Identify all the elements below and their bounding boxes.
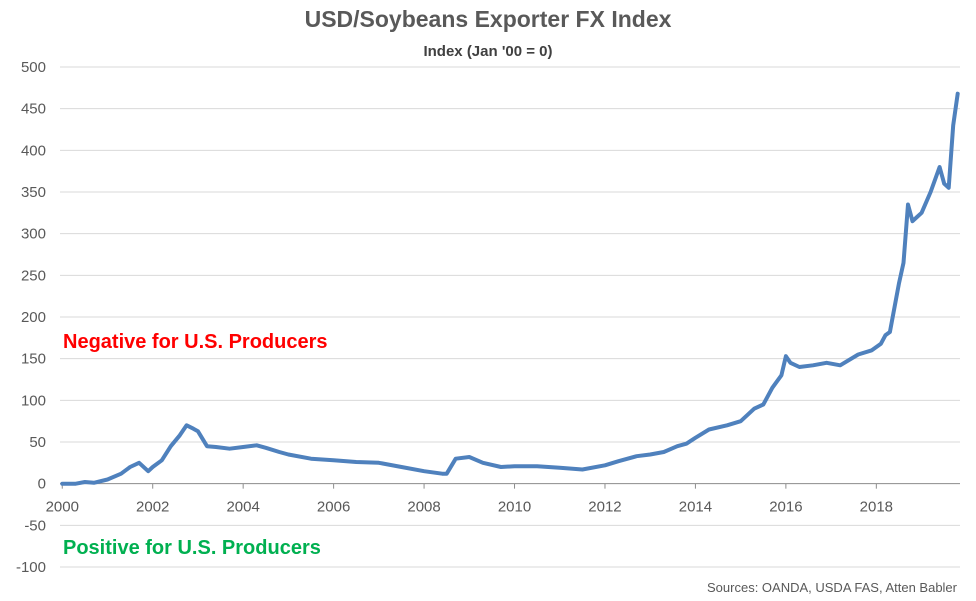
x-tick-label: 2000 <box>46 499 79 516</box>
y-tick-label: 250 <box>21 267 46 284</box>
x-tick-label: 2012 <box>588 499 621 516</box>
series-group <box>60 91 960 486</box>
annotation-positive: Positive for U.S. Producers <box>63 537 321 559</box>
y-tick-label: 400 <box>21 142 46 159</box>
y-tick-label: 450 <box>21 101 46 118</box>
chart-title: USD/Soybeans Exporter FX Index <box>304 6 672 32</box>
y-tick-label: 50 <box>29 434 46 451</box>
source-note: Sources: OANDA, USDA FAS, Atten Babler <box>707 580 958 595</box>
x-axis-ticks: 2000 2002 2004 2006 2008 2010 2012 2014 2016 2018 <box>46 483 893 516</box>
y-tick-label: 300 <box>21 226 46 243</box>
x-tick-label: 2002 <box>136 499 169 516</box>
series-line-0 <box>60 91 960 486</box>
x-tick-label: 2016 <box>769 499 802 516</box>
x-tick-label: 2006 <box>317 499 350 516</box>
x-tick-label: 2008 <box>407 499 440 516</box>
y-tick-label: 0 <box>38 476 46 493</box>
y-tick-label: 200 <box>21 309 46 326</box>
x-tick-label: 2004 <box>226 499 259 516</box>
gridlines <box>60 66 960 568</box>
y-tick-label: 350 <box>21 184 46 201</box>
x-tick-label: 2018 <box>860 499 893 516</box>
y-tick-label: 100 <box>21 392 46 409</box>
y-tick-label: 500 <box>21 59 46 76</box>
y-axis-ticks: -100 -50 0 50 100 150 200 250 300 350 400 450 500 <box>16 59 46 576</box>
y-tick-label: -50 <box>24 517 46 534</box>
x-tick-label: 2014 <box>679 499 712 516</box>
annotation-negative: Negative for U.S. Producers <box>63 331 328 353</box>
chart-subtitle: Index (Jan '00 = 0) <box>423 43 553 60</box>
y-tick-label: 150 <box>21 351 46 368</box>
y-tick-label: -100 <box>16 559 46 576</box>
x-tick-label: 2010 <box>498 499 531 516</box>
